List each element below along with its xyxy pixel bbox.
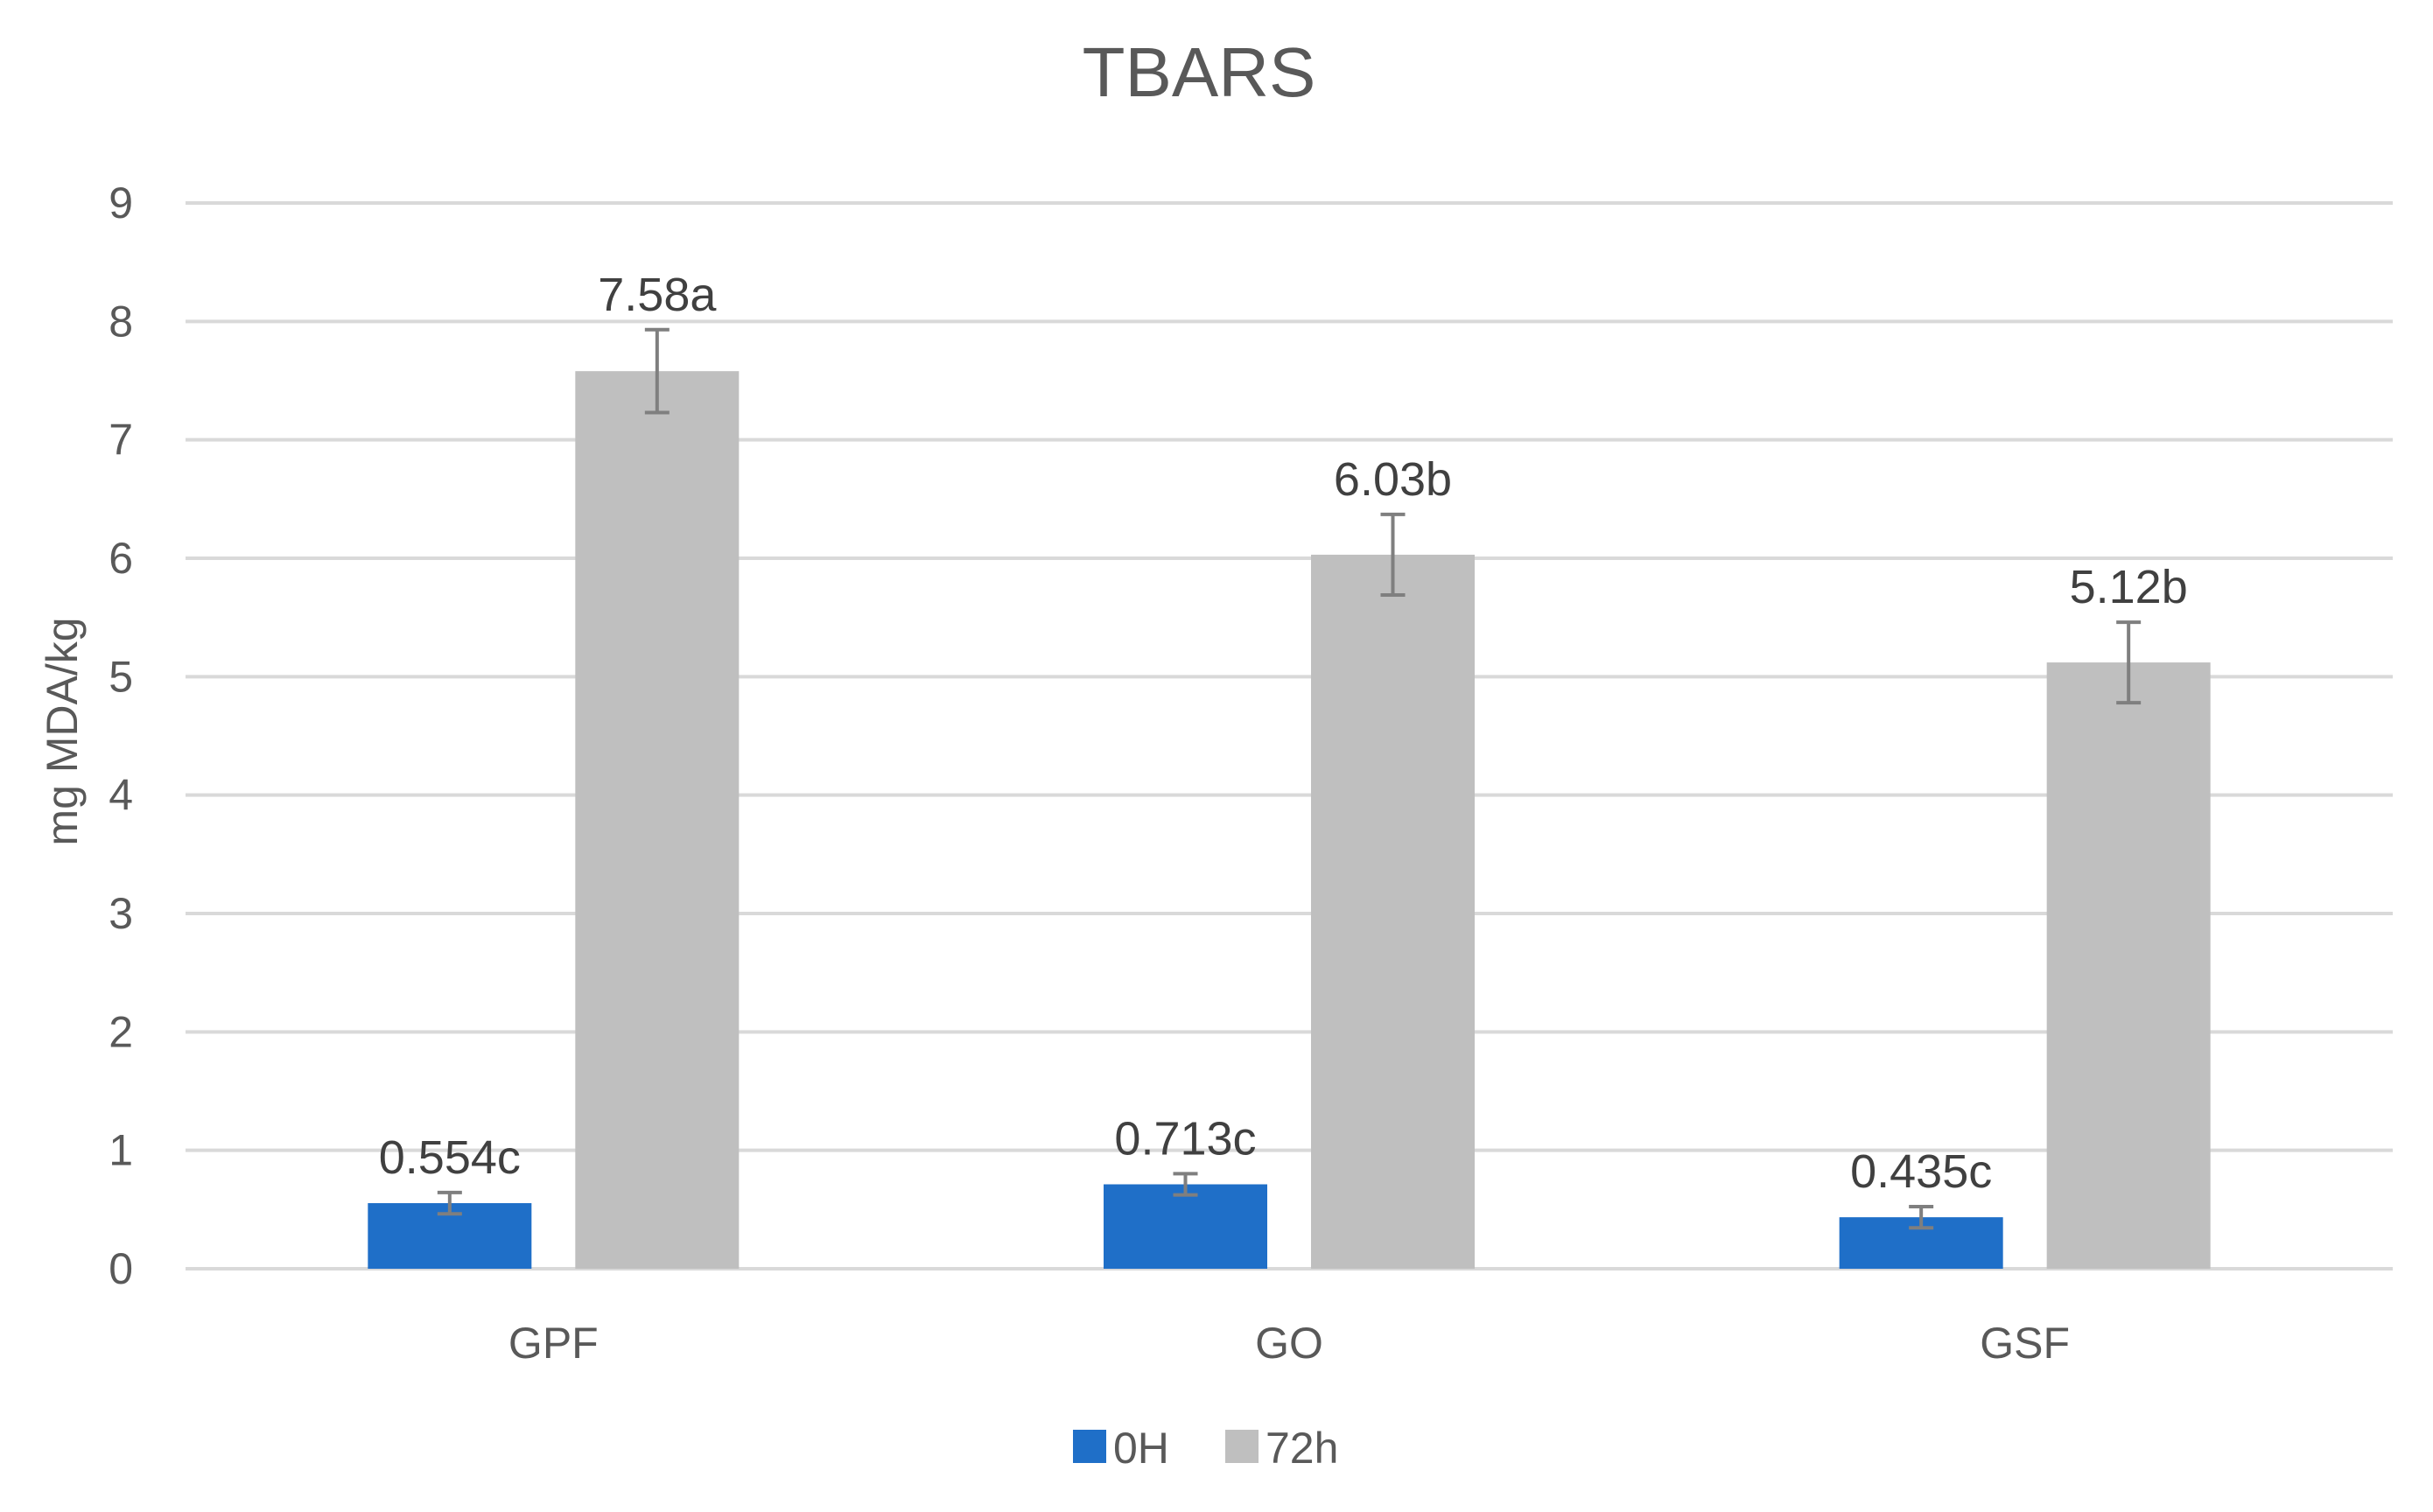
legend-swatch xyxy=(1073,1430,1106,1463)
bar-0H-GO xyxy=(1104,1184,1267,1269)
error-bars xyxy=(437,327,2142,1230)
chart-title: TBARS xyxy=(1083,33,1316,111)
error-bar xyxy=(1909,1204,1934,1230)
legend-item-0H[interactable]: 0H xyxy=(1073,1424,1169,1473)
y-axis-ticks: 0 1 2 3 4 5 6 7 8 9 xyxy=(109,178,133,1293)
bar-72h-GPF xyxy=(575,371,740,1269)
y-tick-label: 0 xyxy=(109,1244,133,1293)
x-tick-label: GO xyxy=(1255,1319,1323,1368)
data-label: 0.554c xyxy=(379,1131,521,1184)
y-tick-label: 3 xyxy=(109,889,133,938)
legend[interactable]: 0H 72h xyxy=(1073,1424,1338,1473)
legend-label: 72h xyxy=(1266,1424,1338,1473)
data-label: 0.713c xyxy=(1114,1112,1256,1165)
legend-swatch xyxy=(1225,1430,1259,1463)
x-axis-categories: GPF GO GSF xyxy=(508,1319,2070,1368)
y-tick-label: 6 xyxy=(109,534,133,583)
data-label: 0.435c xyxy=(1850,1145,1992,1198)
data-label: 7.58a xyxy=(598,269,717,321)
bar-72h-GSF xyxy=(2046,662,2211,1269)
legend-label: 0H xyxy=(1113,1424,1169,1473)
y-tick-label: 4 xyxy=(109,771,133,820)
data-label: 5.12b xyxy=(2070,561,2188,613)
gridlines xyxy=(186,201,2393,1270)
bar-72h-GO xyxy=(1311,554,1475,1269)
y-tick-label: 8 xyxy=(109,297,133,346)
error-bar xyxy=(644,327,670,415)
y-tick-label: 7 xyxy=(109,416,133,465)
x-tick-label: GPF xyxy=(508,1319,599,1368)
error-bar xyxy=(2116,620,2142,705)
y-tick-label: 5 xyxy=(109,652,133,701)
data-labels: 0.554c 7.58a 0.713c 6.03b 0.435c 5.12b xyxy=(379,269,2188,1198)
legend-item-72h[interactable]: 72h xyxy=(1225,1424,1338,1473)
y-tick-label: 9 xyxy=(109,178,133,228)
error-bar xyxy=(437,1190,462,1216)
y-axis-title: mg MDA/kg xyxy=(38,617,87,845)
bars xyxy=(368,371,2211,1269)
y-tick-label: 2 xyxy=(109,1007,133,1056)
y-tick-label: 1 xyxy=(109,1126,133,1175)
x-tick-label: GSF xyxy=(1980,1319,2070,1368)
data-label: 6.03b xyxy=(1334,453,1452,506)
error-bar xyxy=(1380,512,1406,597)
error-bar xyxy=(1173,1172,1198,1197)
